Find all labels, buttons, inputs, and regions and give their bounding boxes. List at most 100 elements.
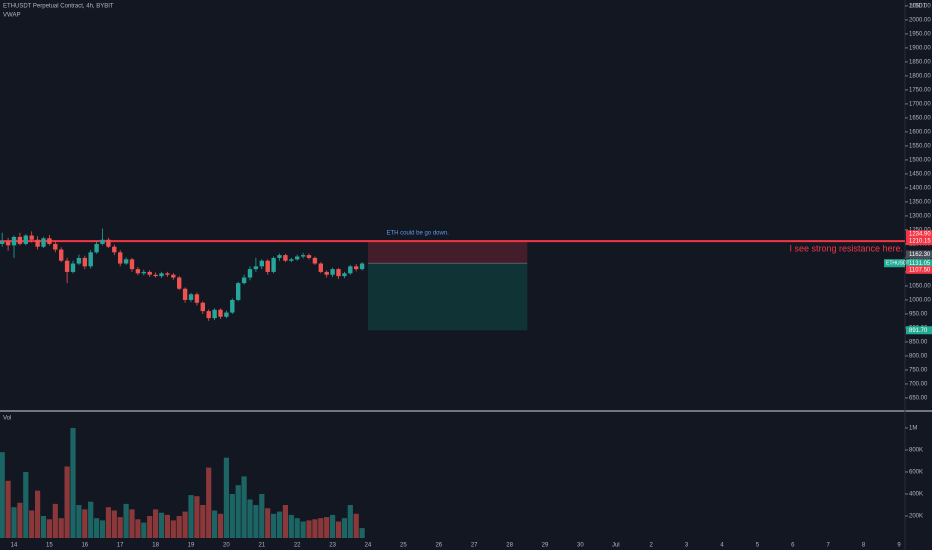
volume-bar: [341, 518, 347, 538]
volume-bar: [123, 503, 129, 538]
volume-bar: [265, 508, 271, 538]
price-label-box: [906, 326, 932, 335]
y-tick-label: 1050.00: [909, 284, 931, 290]
x-tick-label: 27: [471, 543, 478, 549]
volume-bar: [247, 499, 253, 538]
x-tick-label: 28: [506, 543, 513, 549]
y-tick-label: 1650.00: [909, 115, 931, 121]
y-tick-label: 1400.00: [909, 185, 931, 191]
candle-body: [112, 246, 117, 253]
volume-bar: [170, 520, 176, 538]
volume-bar: [0, 452, 5, 538]
y-tick-label: 2000.00: [909, 17, 931, 23]
candle-body: [200, 302, 205, 312]
x-tick-label: 24: [365, 543, 372, 549]
x-tick-label: 7: [827, 543, 831, 549]
candle-body: [118, 252, 123, 264]
y-tick-label: 700.00: [909, 382, 928, 388]
candle-body: [35, 239, 40, 247]
volume-bar: [353, 513, 359, 538]
candle-body: [88, 252, 93, 267]
x-tick-label: 18: [152, 543, 159, 549]
candle-body: [359, 263, 365, 270]
candle-body: [312, 257, 318, 264]
x-tick-label: 19: [188, 543, 195, 549]
candle-body: [70, 263, 76, 272]
y-unit: USDT: [910, 4, 927, 10]
volume-bar: [271, 513, 277, 538]
candle-body: [64, 260, 70, 272]
candle-body: [165, 273, 170, 275]
candle-body: [295, 256, 300, 260]
volume-bar: [70, 427, 76, 538]
candle-body: [129, 259, 135, 270]
x-tick-label: 15: [46, 543, 53, 549]
candle-body: [330, 269, 335, 275]
candle-body: [241, 277, 247, 284]
volume-bar: [288, 514, 294, 538]
target-zone: [368, 263, 528, 331]
volume-bar: [276, 511, 283, 538]
y-tick-label: 1750.00: [909, 87, 931, 93]
x-tick-label: 21: [258, 543, 265, 549]
candle-body: [5, 241, 11, 246]
x-tick-label: 20: [223, 543, 230, 549]
indicator-label: VWAP: [3, 13, 20, 19]
price-label: 1234.90: [909, 232, 931, 238]
candle-body: [188, 294, 194, 300]
x-tick-label: 9: [897, 543, 901, 549]
volume-bar: [200, 504, 206, 538]
volume-bar: [52, 503, 58, 538]
volume-bar: [94, 518, 100, 538]
x-tick-label: 22: [294, 543, 301, 549]
x-tick-label: 23: [329, 543, 336, 549]
y-tick-label: 1450.00: [909, 171, 931, 177]
candle-body: [47, 238, 52, 244]
x-tick-label: 2: [650, 543, 654, 549]
candle-body: [141, 271, 146, 274]
volume-bar: [64, 466, 70, 538]
candle-body: [218, 309, 223, 317]
candle-body: [11, 236, 17, 246]
price-label: 891.70: [909, 328, 928, 334]
volume-bar: [105, 507, 111, 538]
volume-bar: [147, 515, 153, 538]
vol-tick-label: 200K: [909, 514, 923, 520]
candle-body: [123, 259, 129, 264]
volume-bar: [259, 493, 265, 538]
resistance-annotation: I see strong resistance here.: [789, 243, 903, 253]
volume-bar: [324, 517, 330, 538]
y-tick-label: 750.00: [909, 368, 928, 374]
candle-body: [182, 288, 188, 300]
candle-body: [106, 239, 111, 247]
volume-bar: [35, 490, 41, 538]
volume-bar: [182, 511, 188, 538]
price-label: 1131.05: [909, 261, 931, 267]
x-tick-label: 14: [11, 543, 18, 549]
y-tick-label: 1700.00: [909, 101, 931, 107]
candle-body: [348, 266, 353, 274]
candle-body: [171, 274, 176, 278]
candle-body: [230, 299, 235, 313]
volume-bar: [46, 519, 52, 538]
volume-bar: [229, 493, 235, 538]
x-tick-label: Jul: [612, 543, 620, 549]
candle-body: [76, 257, 82, 264]
y-tick-label: 800.00: [909, 354, 928, 360]
volume-bar: [347, 504, 353, 538]
candle-body: [159, 273, 164, 277]
candle-body: [271, 257, 276, 272]
y-tick-label: 2050.00: [909, 3, 931, 9]
candle-body: [153, 274, 158, 277]
volume-bar: [76, 504, 82, 538]
volume-bar: [153, 509, 159, 538]
candle-body: [94, 243, 99, 253]
vol-tick-label: 1M: [909, 426, 917, 432]
candle-body: [265, 260, 270, 272]
candle-body: [236, 283, 241, 300]
x-tick-label: 25: [400, 543, 407, 549]
x-tick-label: 5: [756, 543, 760, 549]
volume-bar: [5, 480, 11, 538]
volume-bar: [306, 520, 312, 538]
